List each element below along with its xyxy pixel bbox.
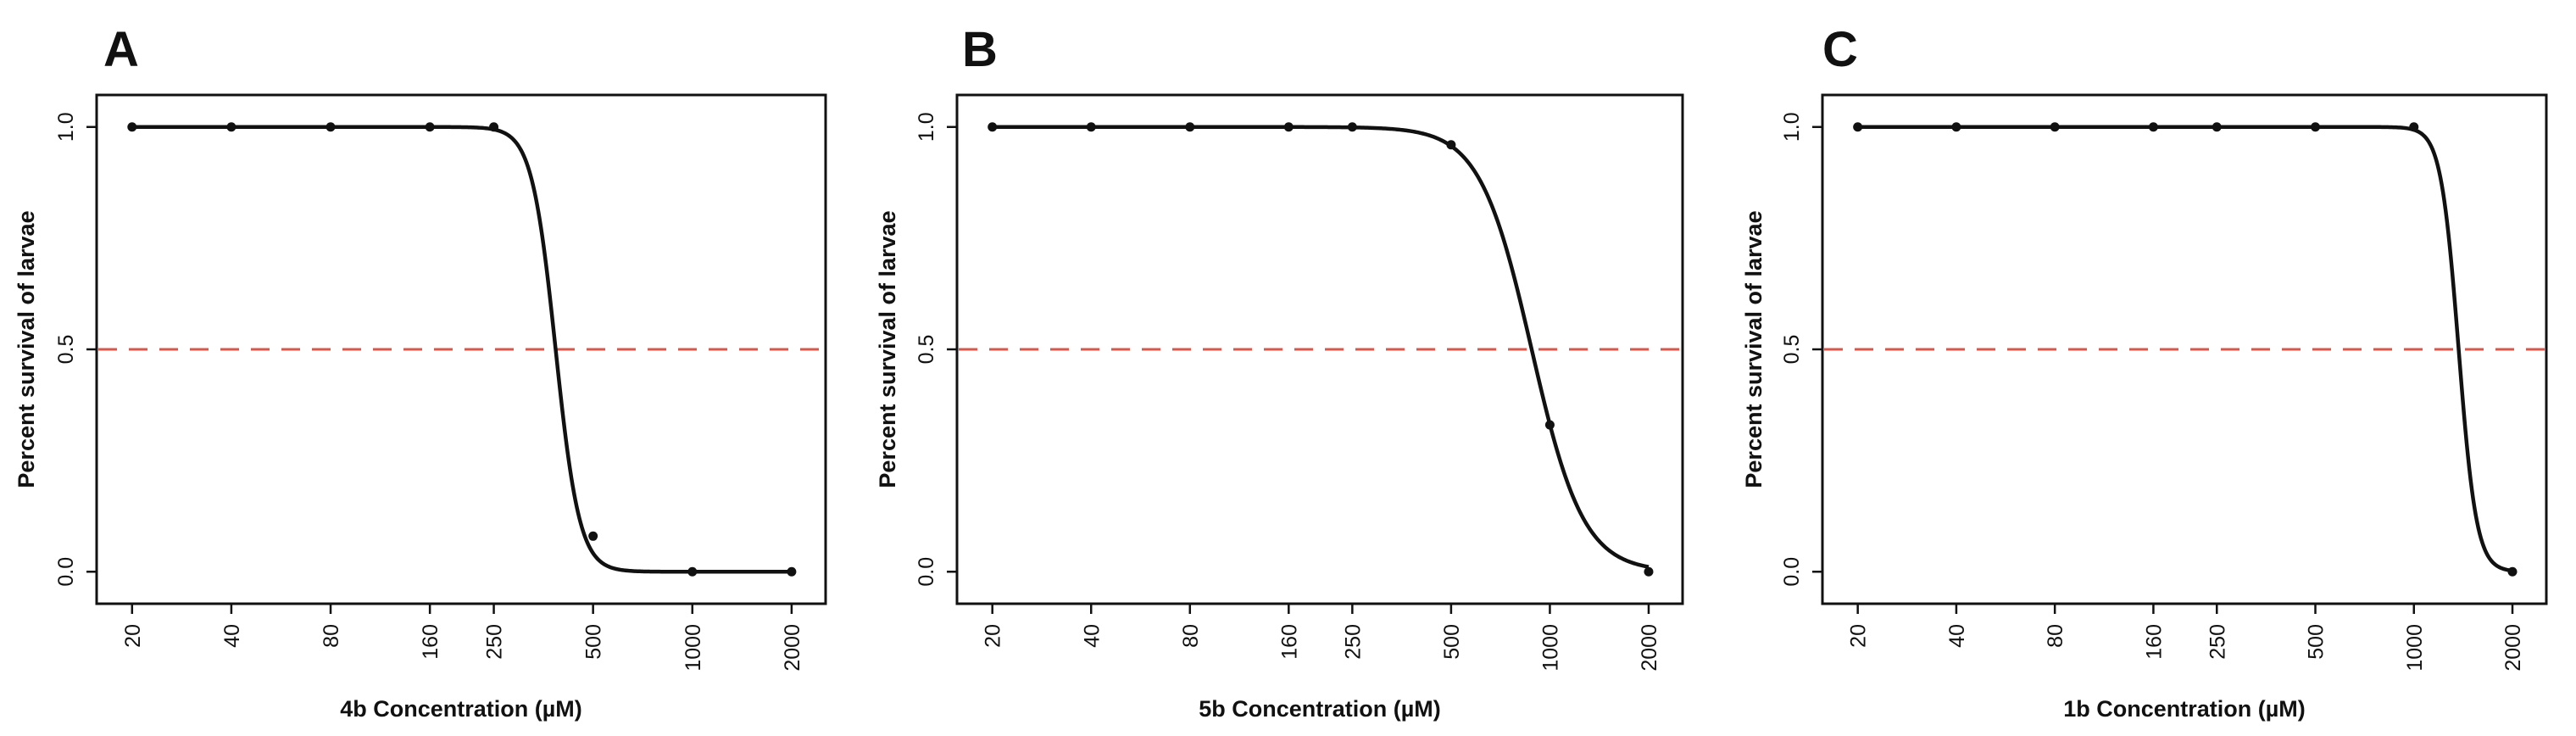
panel-letter: C <box>1822 22 1858 77</box>
y-tick-label: 0.5 <box>915 335 938 365</box>
x-tick-label: 2000 <box>1638 624 1661 672</box>
data-point <box>1644 566 1654 577</box>
data-point <box>1853 122 1863 132</box>
data-point <box>1951 122 1961 132</box>
data-point <box>2212 122 2222 132</box>
data-point <box>1446 140 1456 150</box>
x-tick-label: 160 <box>419 624 442 660</box>
x-tick-label: 20 <box>121 624 145 648</box>
data-point <box>2311 122 2321 132</box>
data-point <box>2409 122 2419 132</box>
data-point <box>127 122 137 132</box>
panel-c: C 0.0 0.5 1.0 20 40 80 160 250 500 1000 2000 1b Conc… <box>1741 22 2548 722</box>
data-point <box>2050 122 2060 132</box>
y-tick-label: 1.0 <box>1780 112 1804 142</box>
data-point <box>425 122 435 132</box>
panel-b: B 0.0 0.5 1.0 20 40 80 160 250 500 1000 2000 5b Conc… <box>875 22 1684 722</box>
fitted-curve <box>131 125 792 574</box>
data-point <box>1544 420 1555 430</box>
y-tick-label: 0.0 <box>915 557 938 587</box>
y-tick-label: 1.0 <box>915 112 938 142</box>
data-point <box>2507 566 2518 577</box>
x-tick-label: 80 <box>2044 624 2067 648</box>
data-point <box>1283 122 1294 132</box>
data-point <box>226 122 236 132</box>
x-tick-label: 1000 <box>2403 624 2427 672</box>
y-axis-label: Percent survival of larvae <box>14 210 39 488</box>
y-tick-label: 0.0 <box>1780 557 1804 587</box>
x-tick-label: 80 <box>320 624 343 648</box>
x-tick-label: 20 <box>982 624 1005 648</box>
fitted-curve <box>1857 125 2513 573</box>
x-axis-label: 1b Concentration (µM) <box>2063 696 2306 722</box>
x-tick-label: 250 <box>483 624 507 660</box>
x-tick-label: 250 <box>2206 624 2229 660</box>
x-tick-label: 1000 <box>682 624 705 672</box>
y-axis-label: Percent survival of larvae <box>875 210 900 488</box>
x-tick-label: 40 <box>1080 624 1104 648</box>
x-tick-label: 250 <box>1341 624 1365 660</box>
data-point <box>1347 122 1357 132</box>
y-axis-label: Percent survival of larvae <box>1741 210 1766 488</box>
y-tick-label: 1.0 <box>54 112 78 142</box>
data-point <box>988 122 998 132</box>
x-tick-label: 40 <box>1945 624 1969 648</box>
panel-letter: A <box>103 22 139 77</box>
x-tick-label: 2000 <box>781 624 804 672</box>
data-point <box>1185 122 1195 132</box>
panel-letter: B <box>962 22 998 77</box>
x-tick-label: 1000 <box>1538 624 1562 672</box>
data-point <box>787 566 797 577</box>
y-tick-label: 0.5 <box>54 335 78 365</box>
x-tick-label: 500 <box>2305 624 2328 660</box>
x-tick-label: 2000 <box>2501 624 2525 672</box>
data-point <box>1086 122 1096 132</box>
data-point <box>489 122 499 132</box>
data-point <box>2148 122 2158 132</box>
fitted-curve <box>992 125 1650 569</box>
x-tick-label: 160 <box>1277 624 1301 660</box>
x-tick-label: 20 <box>1847 624 1871 648</box>
x-tick-label: 160 <box>2142 624 2166 660</box>
x-tick-label: 80 <box>1179 624 1203 648</box>
data-point <box>687 566 698 577</box>
x-tick-label: 500 <box>1440 624 1464 660</box>
data-point <box>588 531 598 541</box>
y-tick-label: 0.0 <box>54 557 78 587</box>
x-axis-label: 4b Concentration (µM) <box>340 696 582 722</box>
data-point <box>325 122 336 132</box>
x-tick-label: 40 <box>220 624 244 648</box>
x-axis-label: 5b Concentration (µM) <box>1199 696 1441 722</box>
y-tick-label: 0.5 <box>1780 335 1804 365</box>
panel-a: A 0.0 0.5 1.0 20 40 80 160 250 500 1000 2000 4b Conc… <box>14 22 827 722</box>
x-tick-label: 500 <box>582 624 606 660</box>
